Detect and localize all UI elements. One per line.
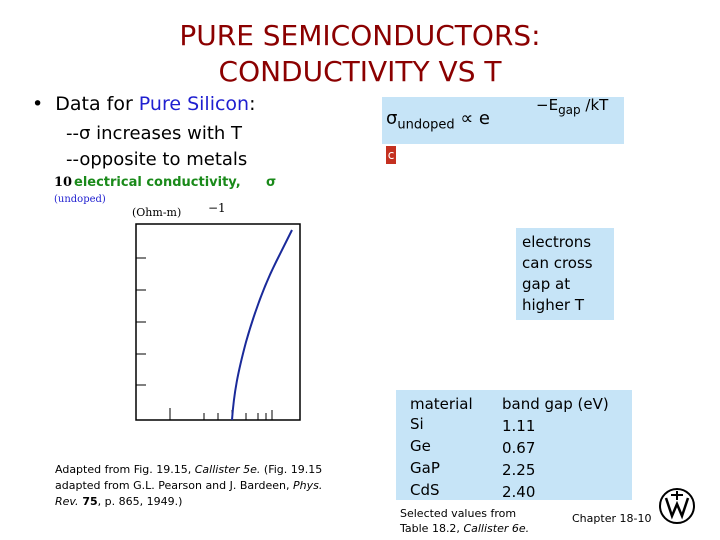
page-title: PURE SEMICONDUCTORS: CONDUCTIVITY VS T — [0, 18, 720, 90]
sub1-text: increases with T — [90, 123, 243, 144]
formula-minus: − — [536, 96, 549, 114]
table-cell: 0.67 — [502, 439, 536, 457]
plot-ylabel-left: 10 — [54, 175, 72, 190]
sub1-sigma: σ — [79, 123, 91, 144]
bullet-dot: • — [32, 93, 44, 115]
caption-text: Adapted from Fig. 19.15, — [55, 463, 195, 476]
selected-line: Selected values from — [400, 507, 517, 520]
figure-caption: Adapted from Fig. 19.15, Callister 5e. (… — [55, 462, 365, 510]
caption-text: , p. 865, 1949.) — [97, 495, 183, 508]
chapter-label: Chapter 18-10 — [572, 512, 652, 525]
plot-undoped: (undoped) — [54, 194, 106, 205]
plot-units: (Ohm-m) — [132, 206, 181, 219]
table-header-material: material — [410, 395, 473, 413]
title-line-2: CONDUCTIVITY VS T — [218, 55, 502, 88]
conductivity-plot: 10 electrical conductivity, σ (undoped) … — [54, 175, 301, 421]
table-cell: GaP — [410, 459, 440, 477]
sub-bullet-1: --σ increases with T — [66, 123, 242, 144]
publisher-logo-icon — [659, 488, 695, 524]
formula-e: E — [548, 96, 559, 114]
formula-over: /kT — [580, 96, 609, 114]
table-cell: Ge — [410, 437, 431, 455]
selected-book: Callister 6e. — [463, 522, 530, 535]
formula-sub: undoped — [397, 117, 455, 133]
electrons-note: electrons can cross gap at higher T — [516, 228, 614, 320]
formula-gap: gap — [558, 103, 581, 117]
table-header-bandgap: band gap (eV) — [502, 395, 609, 413]
plot-ylabel-main: electrical conductivity, — [74, 175, 241, 190]
bullet-prefix: Data for — [55, 93, 139, 115]
conductivity-curve — [231, 229, 293, 421]
table-cell: 2.25 — [502, 461, 536, 479]
caption-volume: 75 — [78, 495, 98, 508]
caption-text: adapted from G.L. Pearson and J. Bardeen… — [55, 479, 293, 492]
plot-sigma: σ — [266, 175, 276, 190]
formula-box — [382, 97, 624, 144]
caption-text: (Fig. 19.15 — [260, 463, 323, 476]
title-line-1: PURE SEMICONDUCTORS: — [179, 19, 541, 52]
table-cell: CdS — [410, 481, 440, 499]
electrons-line: gap at — [522, 275, 571, 293]
bullet-data-for: • Data for Pure Silicon: — [32, 93, 256, 115]
sub-bullet-2: --opposite to metals — [66, 149, 248, 170]
plot-frame — [135, 223, 301, 421]
table-cell: 2.40 — [502, 483, 536, 501]
formula-sigma: σ — [386, 108, 398, 129]
bullet-highlight: Pure Silicon — [138, 93, 250, 115]
formula: σundoped ∝ e −Egap /kT — [386, 96, 608, 133]
electrons-line: electrons — [522, 233, 592, 251]
formula-prop: ∝ e — [454, 108, 490, 129]
table-cell: 1.11 — [502, 417, 536, 435]
plot-exponent: −1 — [208, 201, 226, 215]
glyph-icon: c — [386, 146, 396, 164]
bullet-suffix: : — [249, 93, 256, 115]
electrons-line: can cross — [522, 254, 593, 272]
sub1-dash: -- — [66, 123, 79, 144]
band-gap-table: material band gap (eV) Si 1.11 Ge 0.67 G… — [396, 390, 632, 501]
selected-values-note: Selected values from Table 18.2, Callist… — [400, 506, 529, 536]
electrons-line: higher T — [522, 296, 585, 314]
formula-exponent: −Egap /kT — [536, 96, 608, 117]
caption-journal: Rev. — [55, 495, 79, 508]
table-cell: Si — [410, 415, 424, 433]
caption-book: Callister 5e. — [194, 463, 261, 476]
caption-journal: Phys. — [292, 479, 323, 492]
selected-text: Table 18.2, — [400, 522, 464, 535]
